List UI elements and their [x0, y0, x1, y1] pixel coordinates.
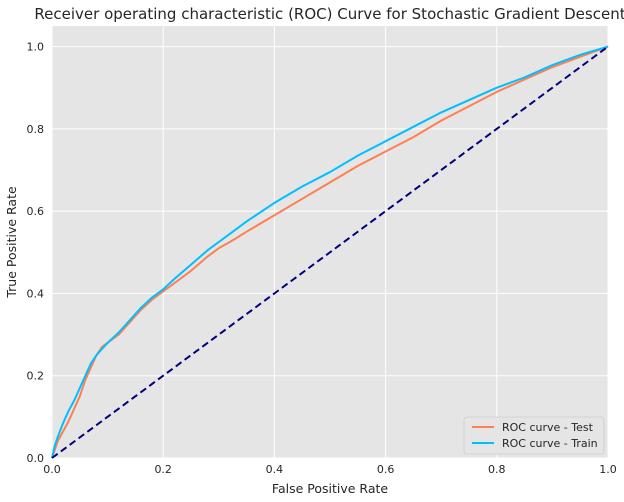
y-axis-label: True Positive Rate — [4, 186, 19, 299]
y-tick-label: 0.2 — [27, 370, 45, 383]
x-tick-label: 0.6 — [377, 463, 395, 476]
x-tick-label: 0.2 — [154, 463, 172, 476]
tick-labels: 0.0 0.2 0.4 0.6 0.8 1.0 0.0 0.2 0.4 0.6 0.8 1.0 — [27, 41, 617, 476]
y-tick-label: 0.0 — [27, 452, 45, 465]
roc-train-line — [51, 45, 609, 459]
legend-label-test: ROC curve - Test — [502, 421, 594, 434]
x-tick-label: 1.0 — [599, 463, 617, 476]
legend-label-train: ROC curve - Train — [502, 437, 598, 450]
roc-test-line — [51, 45, 609, 459]
y-tick-label: 0.4 — [27, 287, 45, 300]
x-tick-label: 0.4 — [266, 463, 284, 476]
y-tick-label: 0.8 — [27, 123, 45, 136]
plot-area — [52, 26, 608, 458]
chance-diagonal-line — [51, 45, 609, 459]
x-tick-label: 0.8 — [488, 463, 506, 476]
series-lines — [51, 45, 609, 459]
chart-title: Receiver operating characteristic (ROC) … — [34, 5, 624, 23]
legend: ROC curve - Test ROC curve - Train — [463, 416, 605, 455]
y-tick-label: 0.6 — [27, 205, 45, 218]
grid-lines — [51, 26, 609, 459]
legend-frame — [463, 416, 605, 455]
y-tick-label: 1.0 — [27, 41, 45, 54]
x-axis-label: False Positive Rate — [272, 481, 388, 496]
x-tick-label: 0.0 — [43, 463, 61, 476]
